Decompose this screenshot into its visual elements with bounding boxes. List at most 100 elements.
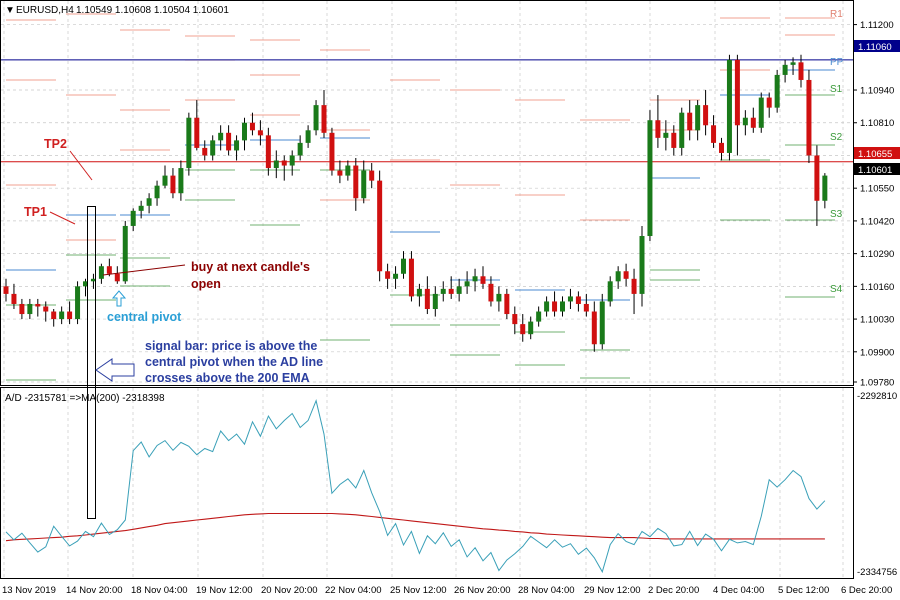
buy-text-line2: open <box>191 277 221 291</box>
candle-body <box>416 288 422 297</box>
candle-body <box>35 303 41 307</box>
candle-body <box>265 135 271 169</box>
candle-body <box>496 293 502 302</box>
candle-body <box>456 286 462 294</box>
candle-body <box>242 122 247 141</box>
time-tick-label: 29 Nov 12:00 <box>584 585 641 596</box>
chart-header-marker[interactable]: ▼ <box>5 5 15 16</box>
indicator-bottom-value: -2334756 <box>857 567 897 578</box>
candle-body <box>313 105 319 131</box>
candle-body <box>607 281 613 302</box>
candle-body <box>750 117 756 128</box>
candle-body <box>488 283 494 302</box>
candle-body <box>305 130 311 143</box>
candle-body <box>369 170 375 181</box>
price-tag-last-bg <box>854 163 900 175</box>
price-tick-label: 1.10290 <box>860 249 894 260</box>
price-pane[interactable] <box>0 0 854 386</box>
candle-body <box>257 130 263 136</box>
pivot-label-s2: S2 <box>830 132 843 143</box>
central-pivot-label: central pivot <box>107 310 182 324</box>
candle-body <box>11 293 17 304</box>
time-tick-label: 28 Nov 04:00 <box>518 585 575 596</box>
pivot-label-pp: PP <box>830 57 844 68</box>
candle-body <box>51 311 57 320</box>
candle-body <box>687 112 693 131</box>
time-tick-label: 18 Nov 04:00 <box>131 585 188 596</box>
candle-body <box>655 120 661 138</box>
indicator-header: A/D -2315781 =>MA(200) -2318398 <box>5 393 165 404</box>
candle-body <box>234 140 240 151</box>
price-tick-label: 1.10420 <box>860 216 894 227</box>
candle-body <box>393 273 399 279</box>
time-tick-label: 19 Nov 12:00 <box>196 585 253 596</box>
candle-body <box>480 276 486 284</box>
signal-text-line2: central pivot when the AD line <box>145 355 323 369</box>
candle-body <box>560 301 565 312</box>
candle-body <box>567 296 573 302</box>
candle-body <box>170 175 176 194</box>
time-tick-label: 5 Dec 12:00 <box>778 585 829 596</box>
signal-text-line3: crosses above the 200 EMA <box>145 371 310 385</box>
price-tick-label: 1.10030 <box>860 315 894 326</box>
candle-body <box>226 132 232 151</box>
candle-body <box>186 117 192 169</box>
candle-body <box>353 165 359 199</box>
candle-body <box>695 105 701 131</box>
price-tick-label: 1.11200 <box>860 20 894 31</box>
time-tick-label: 26 Nov 20:00 <box>454 585 511 596</box>
candle-body <box>822 175 828 201</box>
candle-body <box>758 97 764 128</box>
candle-body <box>726 59 732 153</box>
candle-body <box>520 324 526 335</box>
candle-body <box>814 155 820 201</box>
candle-body <box>401 258 406 274</box>
price-axis[interactable]: 1.112001.109401.108101.106801.105501.104… <box>853 20 894 389</box>
candle-body <box>424 288 430 310</box>
candle-body <box>59 311 65 320</box>
candle-body <box>83 281 88 287</box>
candle-body <box>345 165 351 176</box>
chart-ohlc: 1.10549 1.10608 1.10504 1.10601 <box>76 5 229 16</box>
candle-body <box>647 120 653 237</box>
candle-body <box>114 273 120 282</box>
price-tick-label: 1.10810 <box>860 118 894 129</box>
buy-text-line1: buy at next candle's <box>191 260 310 274</box>
candle-body <box>361 170 367 199</box>
candle-body <box>3 286 9 294</box>
candle-body <box>130 210 136 226</box>
price-tag-high: 1.11060 <box>858 42 892 53</box>
price-tick-label: 1.10160 <box>860 282 894 293</box>
candle-body <box>337 170 343 176</box>
candle-body <box>663 132 669 138</box>
candle-body <box>43 306 49 312</box>
price-tag-red-bg <box>854 147 900 159</box>
ad-line <box>5 399 826 574</box>
indicator-pane[interactable] <box>0 387 854 579</box>
tp1-label: TP1 <box>24 205 47 219</box>
candle-body <box>178 168 184 194</box>
time-tick-label: 2 Dec 20:00 <box>648 585 699 596</box>
central-pivot-arrow-icon <box>111 290 127 307</box>
pivot-label-s4: S4 <box>830 284 843 295</box>
candle-body <box>408 258 414 297</box>
time-axis[interactable]: 13 Nov 2019 14 Nov 20:00 18 Nov 04:00 19 No… <box>2 585 892 596</box>
candle-body <box>448 288 454 294</box>
candle-body <box>440 288 446 294</box>
candle-body <box>27 303 33 315</box>
candle-body <box>218 132 224 141</box>
chart-symbol: EURUSD,H4 <box>16 5 74 16</box>
candle-body <box>75 286 81 320</box>
candle-body <box>19 303 25 315</box>
price-tag-last: 1.10601 <box>858 165 892 176</box>
horizontal-lines <box>1 59 853 163</box>
candle-body <box>377 180 383 272</box>
candle-body <box>98 266 104 279</box>
time-tick-label: 13 Nov 2019 <box>2 585 56 596</box>
candle-body <box>806 79 812 156</box>
grid <box>1 1 853 578</box>
candle-body <box>774 74 780 108</box>
signal-bar-box <box>87 206 96 519</box>
time-tick-label: 4 Dec 04:00 <box>713 585 764 596</box>
